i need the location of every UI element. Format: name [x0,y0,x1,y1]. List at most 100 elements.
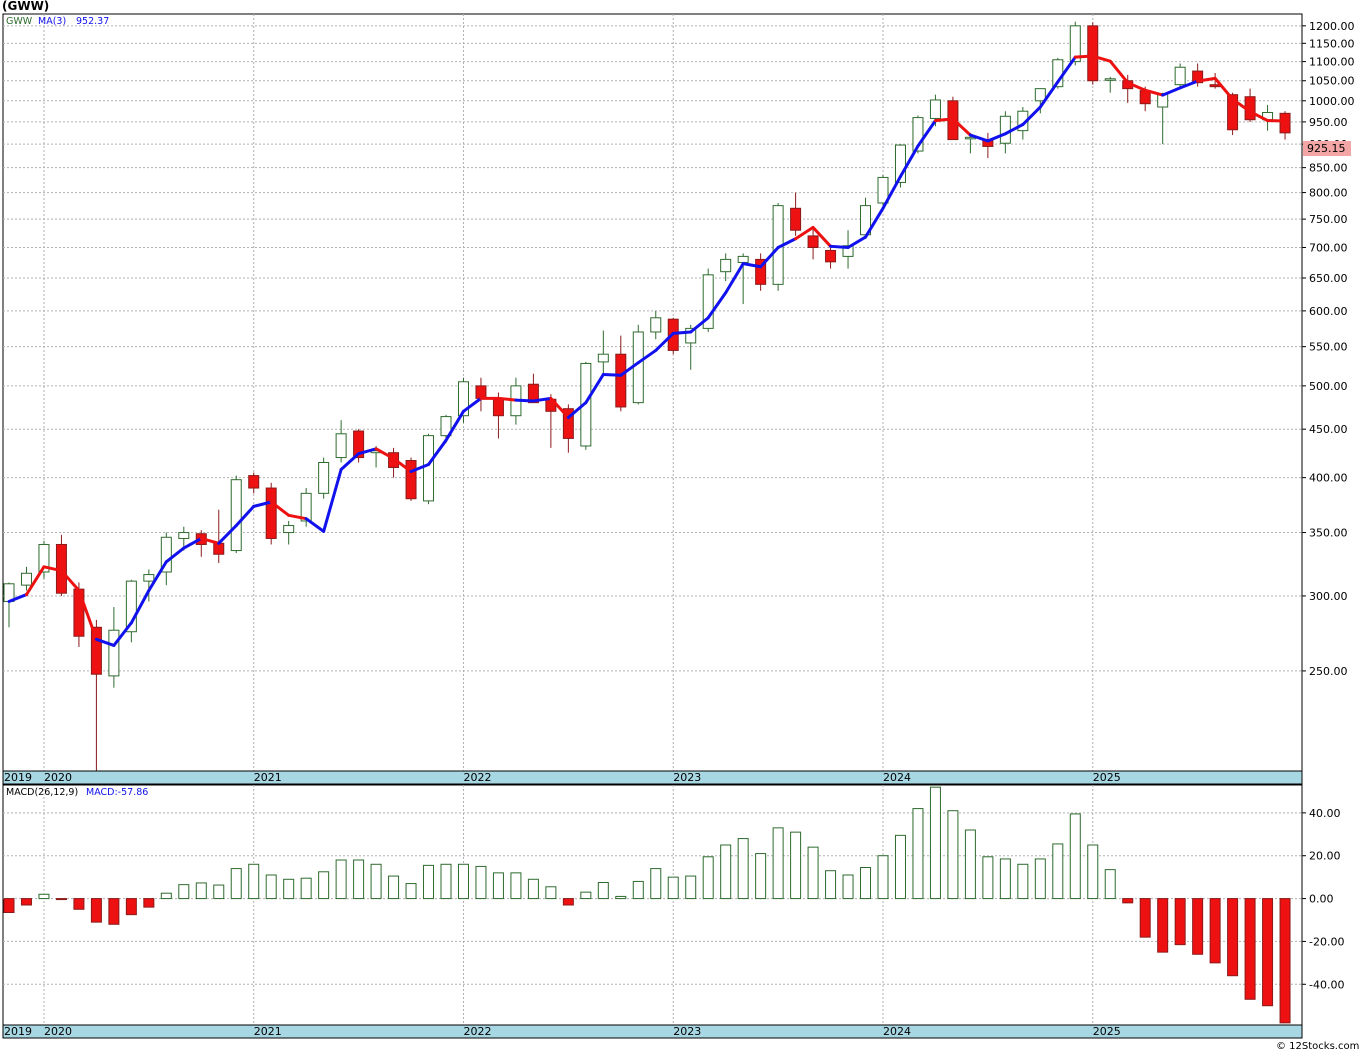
candle-body [597,353,609,363]
candle-body [755,258,767,285]
macd-bar [755,853,767,900]
macd-bar [38,893,50,900]
macd-bar [492,872,504,900]
ma-segment [1126,81,1147,92]
macd-bar [825,870,837,900]
ma-segment [776,237,798,249]
ma-segment [461,396,483,413]
candle-body [248,475,260,489]
ma-segment [549,396,570,419]
ma-segment [322,467,343,533]
macd-y-tick-label: 40.00 [1309,807,1341,820]
ma-segment [304,517,326,533]
ma-segment [1038,80,1060,109]
price-y-tick-label: 550.00 [1309,341,1348,354]
macd-bar [20,898,32,906]
last-price-tag: 925.15 [1307,142,1346,155]
candle-body [318,461,330,494]
candle-body [300,492,312,522]
ma-segment [566,401,588,419]
candle-body [90,626,102,675]
macd-bar [125,898,137,916]
macd-bar [877,855,889,900]
macd-bar [55,898,67,901]
macd-bar [1052,843,1064,900]
ma-segment [1231,97,1252,114]
candle-body [335,433,347,459]
macd-bar [929,786,941,900]
macd-bar [790,831,802,900]
macd-bar [108,898,120,925]
candle-body [912,117,924,152]
macd-bar [894,834,906,900]
ma-segment [427,438,448,466]
candle-body [20,572,32,586]
ma-segment [59,569,81,592]
ma-segment [1108,59,1130,85]
candle-body [580,362,592,447]
price-y-tick-label: 800.00 [1309,187,1348,200]
macd-bar [860,867,872,900]
moving-average-line [7,54,1287,647]
ma-segment [252,500,273,508]
ma-segment [933,117,955,123]
price-y-tick-label: 350.00 [1309,527,1348,540]
price-x-tick-label: 2024 [883,771,911,784]
price-y-tick-label: 1150.00 [1309,37,1355,50]
macd-legend-value: MACD:-57.86 [86,787,148,798]
price-legend-ma-value: 952.37 [76,16,109,27]
candle-body [265,487,277,539]
ma-segment [601,373,623,377]
macd-bar [1017,863,1029,900]
candle-body [38,543,50,573]
candle-body [125,580,137,633]
candle-body [230,479,242,552]
price-y-tick-label: 500.00 [1309,380,1348,393]
macd-bar [720,844,732,900]
candle-body [1104,78,1116,81]
macd-bar [283,878,295,900]
ma-segment [1143,88,1165,97]
ma-segment [619,361,640,377]
macd-bar [510,872,522,900]
price-x-tick-label: 2025 [1093,771,1121,784]
macd-bar [1174,898,1186,946]
price-panel: 250.00 300.00 350.00 400.00 450.00 500.00 550.… [2,13,1355,772]
candle-body [894,144,906,183]
macd-bar [300,877,312,900]
macd-bar [1244,898,1256,1000]
macd-bar [1209,898,1221,964]
candle-body [842,245,854,257]
candle-body [999,115,1011,144]
ma-segment [531,396,553,403]
macd-plot-frame [2,784,1303,1026]
price-gridlines [3,14,1302,771]
macd-x-tick-label: 2024 [883,1025,911,1038]
candle-body [423,435,435,502]
macd-bar [1087,844,1099,900]
ma-segment [234,504,256,528]
macd-bar [335,859,347,900]
ma-segment [1196,76,1217,83]
ma-segment [811,225,833,248]
macd-bar [632,880,644,900]
macd-bar [230,868,242,900]
price-x-tick-label: 2020 [44,771,72,784]
candle-body [440,416,452,437]
ma-segment [1161,86,1182,97]
macd-x-tick-label: 2023 [673,1025,701,1038]
macd-panel: -40.00 -20.00 0.00 20.00 40.00 MACD(26,12,9)… [2,784,1344,1026]
candle-body [492,397,504,417]
price-legend-symbol: GWW [6,16,33,27]
ma-segment [898,144,920,178]
ma-segment [636,348,658,365]
price-y-tick-label: 950.00 [1309,116,1348,129]
candle-body [737,255,749,263]
macd-bar [1279,898,1291,1024]
macd-y-tick-label: 0.00 [1309,893,1334,906]
macd-bar [1157,898,1169,953]
macd-bar [842,874,854,900]
macd-bar [964,829,976,900]
price-y-tick-label: 250.00 [1309,665,1348,678]
macd-y-tick-label: -40.00 [1309,978,1344,991]
